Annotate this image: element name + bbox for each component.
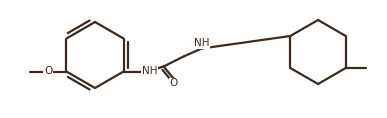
Text: O: O [44,67,53,76]
Text: O: O [170,78,178,88]
Text: NH: NH [194,38,209,48]
Text: NH: NH [142,67,157,76]
